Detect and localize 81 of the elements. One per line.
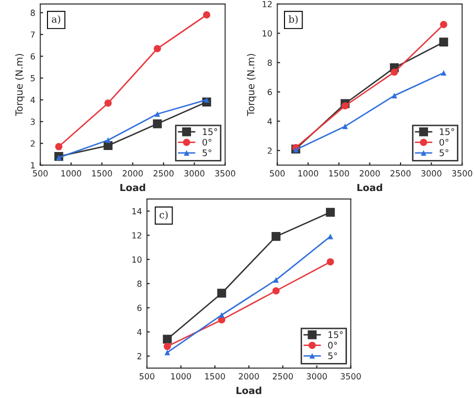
- point: [326, 258, 334, 266]
- point: [392, 92, 398, 98]
- x-tick-label: 3500: [340, 373, 361, 380]
- y-tick-label: 8: [137, 280, 142, 287]
- point: [341, 102, 349, 110]
- x-axis-title: Load: [357, 184, 382, 192]
- point: [326, 208, 335, 217]
- point: [152, 119, 162, 128]
- x-tick-label: 3000: [184, 170, 204, 176]
- y-tick-label: 10: [262, 30, 272, 37]
- y-tick-label: 6: [30, 53, 35, 60]
- point: [218, 312, 224, 318]
- point: [272, 287, 280, 294]
- y-tick-label: 1: [31, 162, 35, 168]
- point: [154, 45, 161, 52]
- x-tick-label: 3500: [452, 170, 472, 176]
- x-axis-title: Load: [236, 386, 262, 394]
- y-tick-label: 3: [30, 118, 35, 125]
- point: [390, 68, 398, 76]
- y-tick-label: 2: [137, 353, 142, 360]
- point: [203, 11, 210, 18]
- y-tick-label: 6: [268, 88, 272, 96]
- point: [439, 38, 448, 47]
- x-tick-label: 1000: [171, 373, 191, 380]
- x-tick-label: 2500: [154, 170, 174, 176]
- annotation: a): [52, 15, 60, 24]
- y-axis-title: Torque (N.m): [246, 54, 256, 116]
- x-tick-label: 3500: [215, 170, 236, 176]
- x-tick-label: 2500: [390, 170, 411, 176]
- x-tick-label: 1500: [92, 170, 112, 176]
- y-tick-label: 4: [268, 118, 272, 124]
- y-tick-label: 8: [30, 10, 35, 16]
- y-tick-label: 4: [137, 328, 142, 336]
- point: [342, 124, 348, 130]
- y-tick-label: 2: [268, 147, 272, 154]
- point: [154, 111, 160, 117]
- x-tick-label: 3000: [306, 373, 327, 380]
- legend-label: 15°: [328, 331, 343, 338]
- y-tick-label: 12: [132, 232, 142, 238]
- point: [272, 232, 280, 241]
- point: [164, 342, 171, 350]
- x-tick-label: 500: [270, 170, 285, 176]
- y-tick-label: 4: [30, 96, 35, 103]
- y-tick-label: 10: [132, 256, 142, 263]
- y-tick-label: 5: [30, 75, 35, 82]
- y-tick-label: 6: [137, 304, 142, 312]
- y-tick-label: 12: [262, 0, 272, 8]
- x-tick-label: 2000: [238, 373, 259, 380]
- point: [55, 143, 62, 150]
- point: [162, 334, 172, 344]
- point: [440, 20, 448, 28]
- legend-label: 5°: [440, 149, 448, 156]
- legend-label: 0°: [440, 138, 448, 146]
- legend-label: 15°: [440, 128, 454, 136]
- x-tick-label: 500: [32, 170, 48, 176]
- legend-label: 15°: [202, 128, 218, 136]
- x-tick-label: 1000: [61, 170, 82, 176]
- x-tick-label: 2000: [360, 170, 380, 176]
- legend-label: 5°: [202, 149, 212, 156]
- legend-label: 0°: [202, 138, 212, 146]
- y-tick-label: 2: [30, 140, 35, 147]
- x-tick-label: 2000: [122, 170, 143, 176]
- x-tick-label: 1500: [205, 373, 225, 380]
- legend-label: 5°: [328, 352, 337, 360]
- x-tick-label: 500: [140, 373, 154, 380]
- x-axis-title: Load: [120, 184, 146, 192]
- point: [273, 277, 279, 283]
- legend-label: 0°: [328, 342, 337, 349]
- x-tick-label: 1500: [329, 170, 349, 176]
- y-tick-label: 7: [30, 32, 35, 38]
- x-tick-label: 2500: [272, 373, 293, 380]
- y-axis-title: Torque (N.m): [15, 54, 25, 116]
- annotation: c): [160, 210, 168, 220]
- point: [104, 99, 112, 107]
- point: [217, 288, 226, 298]
- y-tick-label: 8: [268, 60, 272, 66]
- x-tick-label: 1000: [298, 170, 318, 176]
- x-tick-label: 3000: [421, 170, 442, 176]
- annotation: b): [288, 15, 298, 24]
- y-tick-label: 14: [132, 208, 142, 214]
- point: [105, 137, 111, 143]
